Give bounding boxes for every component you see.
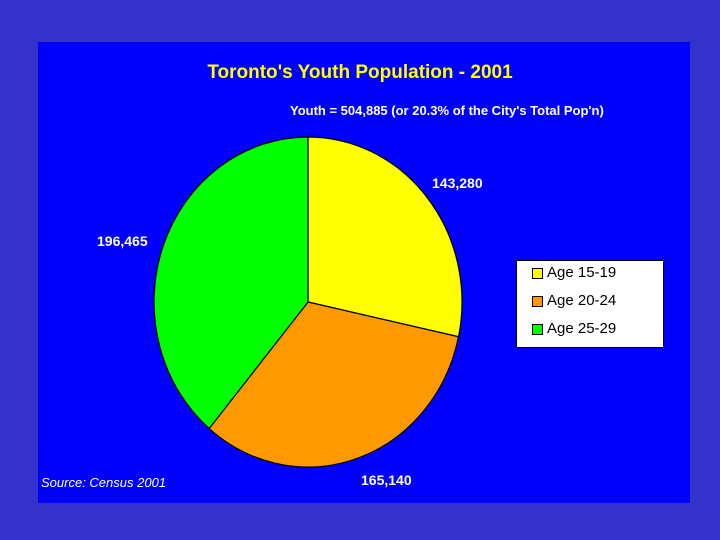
chart-legend: Age 15-19 Age 20-24 Age 25-29: [516, 260, 664, 348]
chart-title: Toronto's Youth Population - 2001: [207, 62, 513, 83]
pie-slice-age-15-19: [307, 136, 463, 338]
pie-slice-age-25-29: [153, 136, 309, 430]
legend-item-age-25-29: Age 25-29: [532, 320, 617, 337]
legend-label: Age 25-29: [547, 320, 617, 337]
pie-slice-age-20-24: [208, 301, 460, 468]
legend-item-age-15-19: Age 15-19: [532, 264, 617, 281]
slice-value-label-age-15-19: 143,280: [432, 175, 483, 191]
slice-value-label-age-20-24: 165,140: [361, 472, 412, 488]
legend-swatch-age-15-19: [532, 268, 543, 279]
slice-value-label-age-25-29: 196,465: [97, 233, 148, 249]
source-note: Source: Census 2001: [41, 475, 167, 490]
legend-label: Age 20-24: [547, 292, 617, 309]
legend-label: Age 15-19: [547, 264, 617, 281]
legend-swatch-age-20-24: [532, 296, 543, 307]
legend-swatch-age-25-29: [532, 324, 543, 335]
chart-subtitle: Youth = 504,885 (or 20.3% of the City's …: [290, 103, 604, 118]
legend-item-age-20-24: Age 20-24: [532, 292, 617, 309]
